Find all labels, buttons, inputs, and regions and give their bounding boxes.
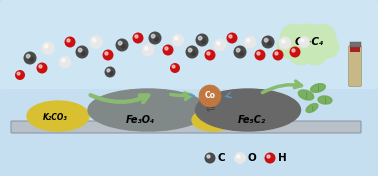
- Circle shape: [317, 36, 339, 58]
- Circle shape: [236, 48, 240, 52]
- Circle shape: [121, 44, 125, 48]
- Text: K₂CO₃: K₂CO₃: [43, 114, 67, 122]
- Circle shape: [204, 152, 215, 164]
- Circle shape: [102, 49, 113, 61]
- Circle shape: [207, 155, 210, 158]
- Circle shape: [92, 38, 96, 42]
- FancyBboxPatch shape: [11, 121, 361, 133]
- Circle shape: [290, 46, 301, 58]
- Circle shape: [292, 49, 295, 52]
- Circle shape: [217, 42, 220, 45]
- Text: C: C: [218, 153, 226, 163]
- Circle shape: [262, 36, 274, 49]
- Circle shape: [116, 39, 129, 52]
- Ellipse shape: [311, 84, 325, 92]
- Circle shape: [149, 32, 161, 45]
- Circle shape: [308, 24, 336, 52]
- Circle shape: [81, 51, 85, 55]
- FancyBboxPatch shape: [0, 0, 378, 89]
- Circle shape: [201, 39, 205, 43]
- Circle shape: [264, 38, 268, 42]
- Circle shape: [207, 52, 210, 55]
- Ellipse shape: [192, 109, 234, 131]
- Circle shape: [133, 33, 144, 43]
- Circle shape: [110, 71, 113, 75]
- Circle shape: [29, 57, 33, 61]
- Circle shape: [299, 36, 310, 48]
- Circle shape: [165, 47, 168, 50]
- Circle shape: [279, 37, 291, 49]
- Circle shape: [237, 155, 240, 158]
- Circle shape: [280, 24, 308, 52]
- Circle shape: [265, 152, 276, 164]
- Circle shape: [244, 36, 256, 48]
- Text: Fe₃O₄: Fe₃O₄: [125, 115, 155, 125]
- Circle shape: [191, 51, 195, 55]
- Text: H: H: [278, 153, 287, 163]
- Circle shape: [151, 34, 155, 38]
- Ellipse shape: [195, 89, 301, 131]
- Circle shape: [267, 155, 270, 158]
- Bar: [350, 47, 360, 52]
- Circle shape: [301, 39, 304, 42]
- Circle shape: [62, 59, 65, 62]
- Ellipse shape: [306, 103, 318, 112]
- Circle shape: [42, 42, 54, 55]
- Circle shape: [90, 36, 102, 49]
- Bar: [350, 42, 361, 47]
- Circle shape: [172, 34, 184, 46]
- Circle shape: [282, 40, 285, 43]
- Circle shape: [204, 49, 215, 61]
- Circle shape: [26, 54, 30, 58]
- Circle shape: [234, 152, 245, 164]
- Ellipse shape: [88, 89, 208, 131]
- Circle shape: [198, 36, 202, 40]
- Circle shape: [246, 39, 250, 42]
- Circle shape: [78, 48, 82, 52]
- Circle shape: [17, 72, 20, 75]
- Circle shape: [44, 44, 48, 48]
- Circle shape: [275, 52, 278, 55]
- Ellipse shape: [318, 96, 332, 104]
- Circle shape: [170, 63, 180, 73]
- Circle shape: [67, 39, 70, 42]
- Circle shape: [186, 46, 198, 58]
- Circle shape: [302, 39, 328, 65]
- Circle shape: [226, 33, 237, 43]
- Circle shape: [15, 70, 25, 80]
- Circle shape: [105, 52, 108, 55]
- Circle shape: [145, 47, 148, 50]
- Text: Co: Co: [204, 92, 215, 100]
- Circle shape: [76, 46, 88, 58]
- Circle shape: [234, 46, 246, 58]
- Text: O: O: [248, 153, 257, 163]
- Circle shape: [254, 49, 265, 61]
- Text: Fe₅C₂: Fe₅C₂: [238, 115, 266, 125]
- Circle shape: [239, 51, 243, 55]
- Circle shape: [290, 24, 326, 60]
- Circle shape: [135, 35, 138, 38]
- Circle shape: [175, 37, 178, 40]
- Circle shape: [59, 56, 71, 68]
- Circle shape: [172, 65, 175, 68]
- Circle shape: [199, 85, 221, 107]
- Circle shape: [154, 37, 158, 41]
- Text: C₂–C₄: C₂–C₄: [294, 37, 324, 47]
- Ellipse shape: [27, 101, 89, 131]
- Circle shape: [163, 45, 174, 55]
- Ellipse shape: [298, 90, 314, 100]
- Circle shape: [65, 36, 76, 48]
- Circle shape: [39, 65, 42, 68]
- Circle shape: [257, 52, 260, 55]
- Circle shape: [277, 36, 299, 58]
- Circle shape: [214, 39, 226, 51]
- Circle shape: [142, 44, 154, 56]
- Circle shape: [273, 49, 284, 61]
- Circle shape: [37, 62, 48, 74]
- Circle shape: [195, 33, 209, 46]
- Circle shape: [23, 52, 37, 64]
- Circle shape: [107, 69, 110, 72]
- FancyBboxPatch shape: [349, 46, 361, 86]
- Circle shape: [229, 35, 232, 38]
